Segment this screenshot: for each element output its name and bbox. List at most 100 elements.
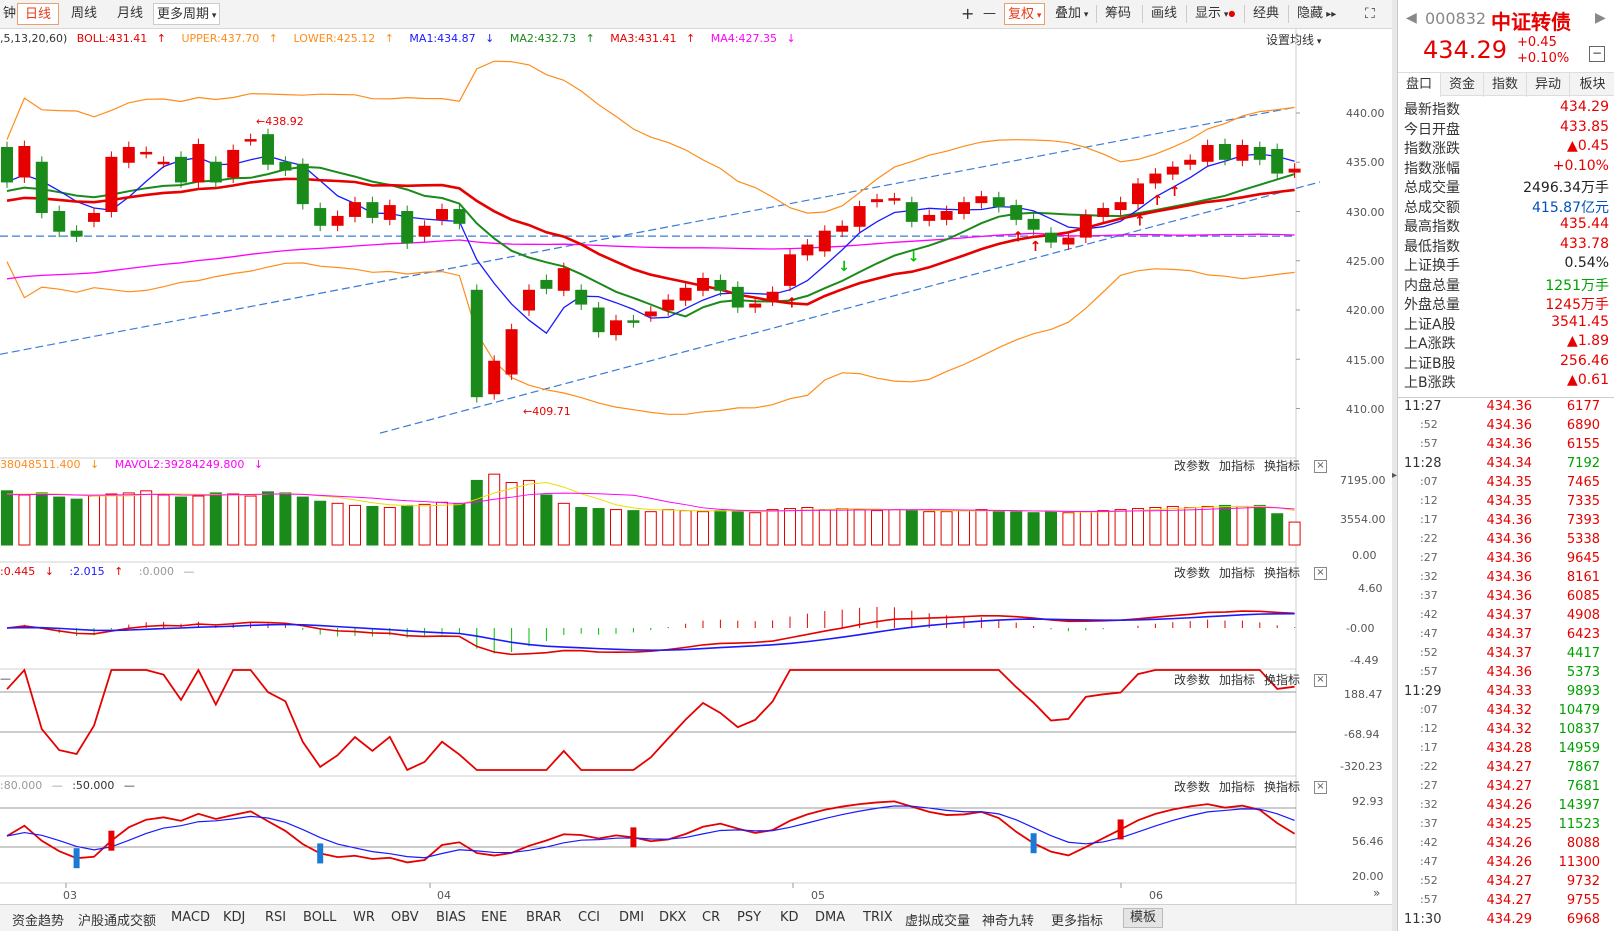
macd-add-indicator-button[interactable]: 加指标 <box>1219 566 1256 580</box>
vol-params-button[interactable]: 改参数 <box>1174 459 1211 473</box>
tick-volume: 14397 <box>1558 798 1600 813</box>
tab-abnormal[interactable]: 异动 <box>1527 73 1570 97</box>
kdj-add-indicator-button[interactable]: 加指标 <box>1219 780 1256 794</box>
arrow-up-icon: ↑ <box>686 32 696 45</box>
cci-swap-indicator-button[interactable]: 换指标 <box>1264 673 1301 687</box>
panel-splitter[interactable] <box>1392 0 1397 931</box>
next-stock-icon[interactable]: ▶ <box>1595 10 1606 26</box>
kline-chart[interactable]: ↑ ↓ ↑ ↑ ↑ ↑ ↑ ↓ <box>0 0 1392 904</box>
indicator-tab[interactable]: CCI <box>578 910 600 925</box>
fullscreen-icon[interactable]: ⛶ <box>1365 6 1375 22</box>
fuquan-dropdown[interactable]: 复权 ▾ <box>1004 3 1046 25</box>
tab-index[interactable]: 指数 <box>1484 73 1527 97</box>
indicator-tab[interactable]: DKX <box>659 910 687 925</box>
prev-stock-icon[interactable]: ◀ <box>1406 10 1417 26</box>
cci-params-button[interactable]: 改参数 <box>1174 673 1211 687</box>
macd-swap-indicator-button[interactable]: 换指标 <box>1264 566 1301 580</box>
indicator-tab[interactable]: RSI <box>265 910 287 925</box>
close-icon[interactable]: × <box>1314 567 1327 580</box>
candle-body <box>975 196 988 204</box>
tab-funds[interactable]: 资金 <box>1441 73 1484 97</box>
tick-volume: 4908 <box>1566 608 1600 623</box>
tab-sector[interactable]: 板块 <box>1579 77 1606 92</box>
tick-price: 434.27 <box>1486 760 1533 775</box>
tick-volume: 11523 <box>1558 817 1600 832</box>
indicator-tab[interactable]: BRAR <box>526 910 562 925</box>
indicator-tab[interactable]: WR <box>353 910 375 925</box>
indicator-tab[interactable]: 沪股通成交额 <box>78 914 157 929</box>
indicator-tab[interactable]: OBV <box>391 910 419 925</box>
quote-stat-label: 上证换手 <box>1404 258 1460 274</box>
indicator-tab[interactable]: ENE <box>481 910 508 925</box>
quote-stat-row: 最新指数 434.29 <box>1404 99 1609 118</box>
macd-params-button[interactable]: 改参数 <box>1174 566 1211 580</box>
period-month-tab[interactable]: 月线 <box>117 6 144 21</box>
indicator-tab[interactable]: 虚拟成交量 <box>905 914 971 929</box>
close-icon[interactable]: × <box>1314 781 1327 794</box>
tick-time: 11:30 <box>1404 912 1442 927</box>
tick-time: :52 <box>1420 646 1438 659</box>
period-week-tab[interactable]: 周线 <box>71 6 98 21</box>
period-day-tab[interactable]: 日线 <box>17 3 59 25</box>
mavol2-line <box>7 492 1295 512</box>
indicator-tab[interactable]: 模板 <box>1123 908 1164 928</box>
zoom-out-button[interactable]: — <box>983 6 996 21</box>
draw-line-button[interactable]: 画线 <box>1151 6 1178 21</box>
period-minute-partial[interactable]: 钟 <box>3 6 17 21</box>
kdj-cross-marker <box>1117 819 1124 840</box>
mavol1-text: 38048511.400 <box>0 458 81 471</box>
overlay-dropdown[interactable]: 叠加 ▾ <box>1052 3 1091 25</box>
tick-price: 434.27 <box>1486 779 1533 794</box>
vol-add-indicator-button[interactable]: 加指标 <box>1219 459 1256 473</box>
close-icon[interactable]: × <box>1314 674 1327 687</box>
candle-body <box>122 146 135 163</box>
vol-swap-indicator-button[interactable]: 换指标 <box>1264 459 1301 473</box>
tick-volume: 6423 <box>1566 627 1600 642</box>
indicator-tab[interactable]: MACD <box>171 910 210 925</box>
volume-bar <box>505 482 518 546</box>
tab-pankou[interactable]: 盘口 <box>1398 73 1441 97</box>
indicator-tab[interactable]: CR <box>702 910 721 925</box>
display-dropdown[interactable]: 显示 ▾● <box>1192 3 1238 25</box>
close-icon[interactable]: × <box>1314 460 1327 473</box>
volume-bar <box>279 492 292 546</box>
more-period-dropdown[interactable]: 更多周期 ▾ <box>153 3 221 25</box>
classic-button[interactable]: 经典 <box>1253 6 1280 21</box>
indicator-tab[interactable]: KD <box>780 910 799 925</box>
quote-tabs: 盘口 资金 指数 异动 板块 <box>1398 72 1614 97</box>
volume-bar <box>784 508 796 546</box>
kdj-params-button[interactable]: 改参数 <box>1174 780 1211 794</box>
indicator-tab[interactable]: DMI <box>619 910 645 925</box>
candle-body <box>801 244 814 256</box>
chips-button[interactable]: 筹码 <box>1105 6 1132 21</box>
indicator-tab[interactable]: 更多指标 <box>1051 914 1104 929</box>
indicator-tab[interactable]: DMA <box>815 910 846 925</box>
tick-row: :52 434.27 9732 <box>1398 874 1614 893</box>
scroll-right-icon[interactable]: » <box>1373 886 1381 900</box>
quote-stat-value: 435.44 <box>1560 216 1609 232</box>
splitter-arrow-icon[interactable]: ▸ <box>1392 470 1398 481</box>
macd-a: :0.445 ↓ <box>0 565 60 578</box>
quote-stat-label: 上证B股 <box>1404 355 1456 372</box>
macd-c-text: :0.000 <box>138 565 175 578</box>
ma-setting-dropdown[interactable]: 设置均线 ▾ <box>1266 31 1321 48</box>
tick-volume: 9645 <box>1566 551 1600 566</box>
zoom-in-button[interactable]: + <box>961 4 975 23</box>
indicator-tab[interactable]: 资金趋势 <box>12 914 65 929</box>
indicator-tab[interactable]: TRIX <box>863 910 893 925</box>
boll-upper-line <box>6 60 1295 214</box>
kdj-swap-indicator-button[interactable]: 换指标 <box>1264 780 1301 794</box>
cci-add-indicator-button[interactable]: 加指标 <box>1219 673 1256 687</box>
kdj-a: :80.000 — <box>0 779 63 792</box>
collapse-icon[interactable]: − <box>1589 46 1605 62</box>
tick-time: :57 <box>1420 665 1438 678</box>
indicator-tab[interactable]: BOLL <box>303 910 337 925</box>
indicator-tab[interactable]: PSY <box>737 910 762 925</box>
indicator-tab[interactable]: KDJ <box>223 910 246 925</box>
indicator-tab[interactable]: BIAS <box>436 910 466 925</box>
price-tick: 410.00 <box>1346 403 1385 416</box>
candle-body <box>888 198 901 201</box>
tick-row: :57 434.36 6155 <box>1398 437 1614 456</box>
indicator-tab[interactable]: 神奇九转 <box>982 914 1035 929</box>
hide-button[interactable]: 隐藏 ▸▸ <box>1294 3 1339 25</box>
